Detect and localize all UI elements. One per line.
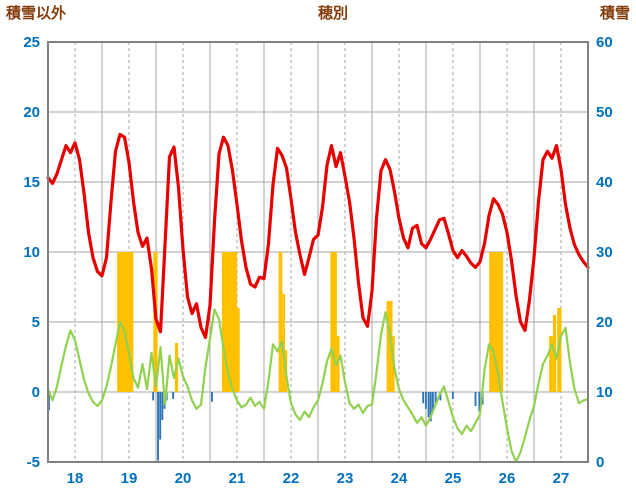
left-axis-tick: 15 bbox=[23, 174, 40, 191]
x-axis-tick: 19 bbox=[121, 470, 138, 487]
green-line-series bbox=[46, 308, 590, 464]
right-axis-tick: 20 bbox=[596, 314, 613, 331]
x-axis-tick: 24 bbox=[391, 470, 408, 487]
right-axis-tick: 30 bbox=[596, 244, 613, 261]
x-axis-tick: 23 bbox=[337, 470, 354, 487]
x-axis-tick: 22 bbox=[283, 470, 300, 487]
right-axis-tick: 60 bbox=[596, 34, 613, 51]
x-axis-tick: 25 bbox=[445, 470, 462, 487]
x-axis-tick: 21 bbox=[229, 470, 246, 487]
left-axis-tick: 5 bbox=[32, 314, 40, 331]
red-line-series bbox=[46, 132, 590, 339]
left-axis-tick: 10 bbox=[23, 244, 40, 261]
right-axis-tick: 0 bbox=[596, 454, 604, 471]
left-axis-tick: 20 bbox=[23, 104, 40, 121]
left-axis-tick: 25 bbox=[23, 34, 40, 51]
sunshine-bars bbox=[117, 252, 562, 392]
plot-border bbox=[47, 41, 589, 463]
x-axis-tick: 18 bbox=[67, 470, 84, 487]
left-axis-tick: 0 bbox=[32, 384, 40, 401]
x-axis-tick: 27 bbox=[553, 470, 570, 487]
left-axis-tick: -5 bbox=[27, 454, 40, 471]
right-axis-tick: 50 bbox=[596, 104, 613, 121]
x-axis-tick: 26 bbox=[499, 470, 516, 487]
axis-tick-labels: -5 0 5 10 15 20 25 0 10 20 30 40 50 60 18 19 20 21 22 23 24 2… bbox=[23, 34, 612, 487]
x-axis-tick: 20 bbox=[175, 470, 192, 487]
right-axis-tick: 10 bbox=[596, 384, 613, 401]
right-axis-tick: 40 bbox=[596, 174, 613, 191]
